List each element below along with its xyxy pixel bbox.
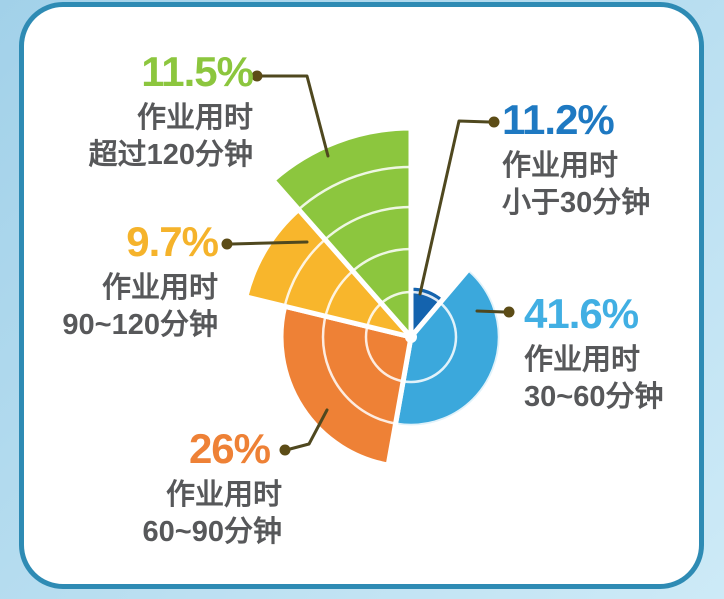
- callout-line-m90_120: [230, 240, 309, 246]
- pct-value-30-60min: 41.6%: [524, 290, 639, 337]
- label-line1-60-90min: 作业用时: [165, 479, 282, 511]
- callout-dot-lt30: [488, 116, 500, 128]
- chart-center-dot: [405, 331, 417, 343]
- callout-dot-m90_120: [221, 238, 233, 250]
- callout-label-under-30min: 11.2% 作业用时 小于30分钟: [502, 97, 650, 222]
- callout-line-lt30: [418, 119, 491, 296]
- label-line2-under-30min: 小于30分钟: [502, 187, 651, 219]
- callout-dot-m30_60: [503, 306, 515, 318]
- label-line1-under-30min: 作业用时: [502, 150, 619, 182]
- callout-dot-gt120: [251, 70, 263, 82]
- pct-value-under-30min: 11.2%: [502, 96, 615, 143]
- grid-ring-4: [239, 165, 583, 509]
- callout-label-60-90min: 26% 作业用时 60~90分钟: [143, 426, 282, 551]
- pct-value-90-120min: 9.7%: [126, 218, 219, 265]
- sector-gt120: [270, 125, 414, 340]
- callout-line-gt120: [259, 74, 330, 158]
- label-line2-over-120min: 超过120分钟: [88, 139, 253, 171]
- label-line1-over-120min: 作业用时: [136, 102, 253, 134]
- callout-label-30-60min: 41.6% 作业用时 30~60分钟: [524, 291, 663, 416]
- label-line2-60-90min: 60~90分钟: [142, 516, 282, 548]
- callout-dot-m60_90: [279, 444, 291, 456]
- pct-value-over-120min: 11.5%: [141, 48, 254, 95]
- label-line2-30-60min: 30~60分钟: [524, 381, 664, 413]
- sector-m30_60: [392, 265, 505, 431]
- callout-line-m60_90: [288, 408, 329, 451]
- grid-ring-1: [364, 290, 458, 384]
- label-line1-90-120min: 作业用时: [101, 272, 218, 304]
- callout-line-m30_60: [475, 309, 506, 314]
- label-line1-30-60min: 作业用时: [524, 344, 641, 376]
- grid-ring-3: [279, 205, 543, 469]
- label-line2-90-120min: 90~120分钟: [62, 309, 218, 341]
- pct-value-60-90min: 26%: [188, 425, 271, 472]
- grid-ring-2: [321, 247, 501, 427]
- callout-label-over-120min: 11.5% 作业用时 超过120分钟: [88, 48, 254, 174]
- callout-label-90-120min: 9.7% 作业用时 90~120分钟: [62, 218, 219, 344]
